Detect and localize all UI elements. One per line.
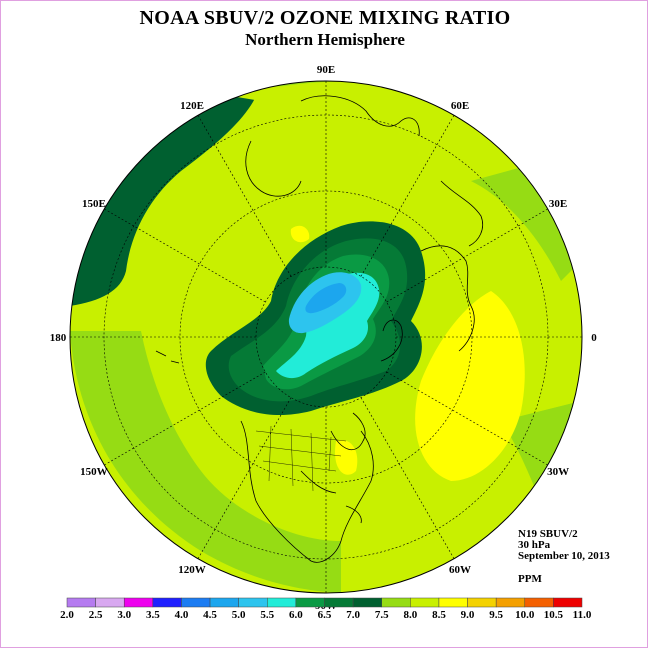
legend-tick-label: 3.5 <box>146 609 160 621</box>
map-boundary <box>69 80 583 594</box>
ozone-band-4.5-polar <box>305 283 347 314</box>
legend-swatch <box>181 597 211 608</box>
graticule <box>70 81 582 593</box>
longitude-label: 0 <box>591 332 597 344</box>
meridian-line <box>104 208 266 303</box>
legend-swatch <box>524 597 554 608</box>
legend-tick-label: 10.5 <box>544 609 564 621</box>
longitude-label: 60E <box>451 100 469 112</box>
meridian-line <box>197 397 292 559</box>
longitude-label: 120E <box>180 100 204 112</box>
legend-swatch <box>438 597 468 608</box>
legend-tick-label: 9.0 <box>461 609 475 621</box>
coastlines <box>155 95 484 563</box>
legend-swatch <box>381 597 411 608</box>
legend-swatch <box>495 597 526 608</box>
legend-tick-label: 2.0 <box>60 609 74 621</box>
meridian-line <box>104 371 266 466</box>
legend-tick-label: 10.0 <box>515 609 535 621</box>
legend-tick-label: 11.0 <box>573 609 592 621</box>
longitude-label: 30E <box>549 198 567 210</box>
longitude-label: 90E <box>317 64 335 76</box>
ozone-band-7.0-pacific <box>70 81 261 306</box>
legend-tick-label: 7.0 <box>346 609 360 621</box>
legend-swatch <box>467 597 497 608</box>
legend-swatch <box>410 597 440 608</box>
legend-tick-label: 6.5 <box>318 609 332 621</box>
units-label: PPM <box>518 573 542 585</box>
legend-swatch <box>324 597 354 608</box>
legend-swatch <box>238 597 268 608</box>
legend-tick-label: 5.5 <box>260 609 274 621</box>
longitude-label: 120W <box>178 564 206 576</box>
longitude-label: 180 <box>50 332 67 344</box>
meridian-line <box>360 397 455 559</box>
legend-swatch <box>295 597 325 608</box>
legend-tick-label: 4.5 <box>203 609 217 621</box>
longitude-labels: 90E60E30E030W60W90W120W150W180150E120E <box>50 64 598 612</box>
legend-tick-label: 2.5 <box>89 609 103 621</box>
legend-swatch <box>66 597 96 608</box>
meridian-line <box>197 115 292 277</box>
longitude-label: 150E <box>82 198 106 210</box>
legend-swatch <box>152 597 182 608</box>
ozone-band-8.5-siberia <box>290 225 310 243</box>
ozone-band-7.5-southwest <box>70 331 341 593</box>
legend-tick-label: 4.0 <box>175 609 189 621</box>
legend-tick-label: 8.0 <box>403 609 417 621</box>
legend-tick-label: 5.0 <box>232 609 246 621</box>
legend-swatch <box>123 597 154 608</box>
satellite-label: N19 SBUV/2 <box>518 528 578 540</box>
legend-swatch <box>95 597 125 608</box>
legend-tick-label: 6.0 <box>289 609 303 621</box>
legend-swatch <box>352 597 382 608</box>
ozone-band-8.5-atlantic <box>415 291 525 481</box>
legend-swatch <box>209 597 239 608</box>
meridian-line <box>386 208 548 303</box>
us-state-lines <box>255 425 347 492</box>
meridian-line <box>386 371 548 466</box>
map-subtitle: Northern Hemisphere <box>245 30 405 49</box>
legend-tick-label: 7.5 <box>375 609 389 621</box>
legend-tick-label: 9.5 <box>489 609 503 621</box>
map-title: NOAA SBUV/2 OZONE MIXING RATIO <box>139 7 511 29</box>
legend-tick-label: 3.0 <box>117 609 131 621</box>
longitude-label: 150W <box>80 466 108 478</box>
longitude-label: 60W <box>449 564 471 576</box>
pressure-level-label: 30 hPa <box>518 539 551 551</box>
date-label: September 10, 2013 <box>518 550 610 562</box>
legend-swatch <box>267 597 297 608</box>
ozone-band-8.0-rim-gap <box>201 86 471 111</box>
legend-tick-label: 8.5 <box>432 609 446 621</box>
meridian-line <box>360 115 455 277</box>
ozone-band-8.5-us <box>335 440 358 475</box>
legend-swatch <box>553 597 583 608</box>
longitude-label: 30W <box>547 466 569 478</box>
